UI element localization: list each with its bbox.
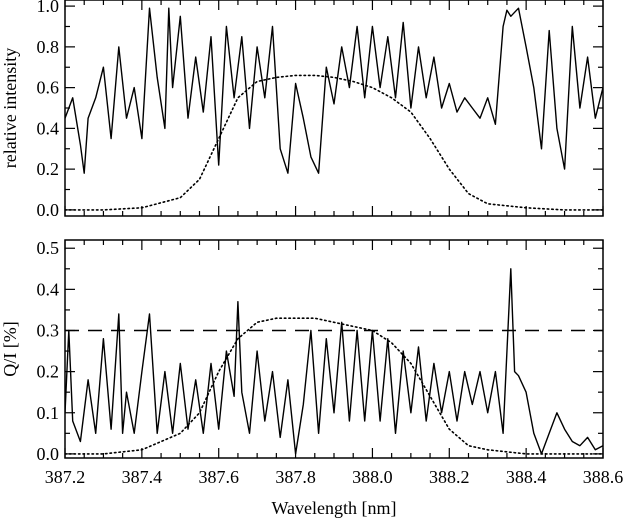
y-tick-label: 0.0 [37,444,60,464]
y-tick-label: 0.3 [37,320,60,340]
series-line-0-0-solid [65,7,603,174]
y-axis-title-1: Q/I [%] [0,321,20,376]
y-axis-title-0: relative intensity [0,48,20,168]
y-tick-label: 0.0 [37,200,60,220]
x-tick-label: 387.8 [275,467,316,487]
y-tick-label: 0.1 [37,403,60,423]
x-tick-label: 387.4 [122,467,163,487]
y-tick-label: 1.0 [37,0,60,16]
series-line-1-0-solid [65,268,603,455]
y-tick-label: 0.4 [37,279,60,299]
series-line-0-1-dotted [65,74,603,211]
y-tick-label: 0.4 [37,118,60,138]
x-tick-label: 388.0 [352,467,393,487]
x-tick-label: 387.6 [198,467,239,487]
plot-frame-0 [64,0,604,217]
x-tick-label: 387.2 [45,467,86,487]
x-tick-label: 388.2 [429,467,470,487]
y-tick-label: 0.5 [37,238,60,258]
plot-frame-1 [64,239,604,459]
series-line-1-1-dotted [65,317,603,455]
bottom-panel-polarization: 387.2 387.4 387.6 387.8 388.0 388.2 388.4 388.6… [0,238,623,518]
y-tick-label: 0.2 [37,159,60,179]
y-tick-label: 0.2 [37,362,60,382]
y-tick-label: 0.6 [37,78,60,98]
y-tick-label: 0.8 [37,37,60,57]
x-tick-label: 388.6 [583,467,624,487]
x-tick-label: 388.4 [506,467,547,487]
top-panel-intensity: 0.0 0.2 0.4 0.6 0.8 1.0 relative intensity [0,0,604,220]
x-axis-title: Wavelength [nm] [271,498,396,518]
